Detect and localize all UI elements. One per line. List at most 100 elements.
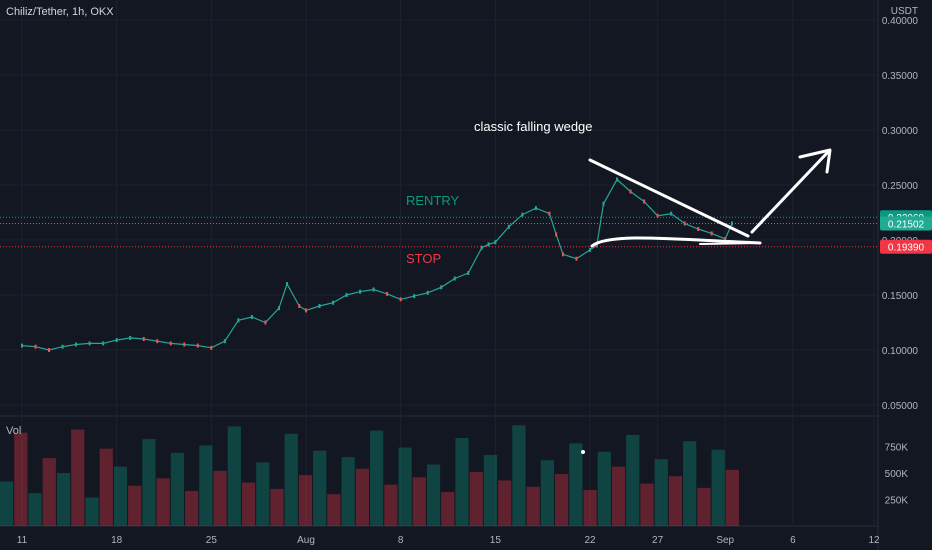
volume-bar bbox=[426, 464, 441, 526]
volume-bar bbox=[597, 451, 611, 526]
volume-bar bbox=[327, 494, 341, 526]
price-point bbox=[372, 287, 375, 292]
volume-bar bbox=[569, 443, 583, 526]
entry-annotation: RENTRY bbox=[406, 193, 460, 208]
price-point bbox=[595, 243, 598, 248]
price-tick-label: 0.05000 bbox=[882, 401, 919, 412]
price-point bbox=[318, 304, 321, 308]
price-point bbox=[345, 293, 348, 297]
price-point bbox=[286, 282, 289, 286]
price-line bbox=[21, 178, 733, 351]
price-point bbox=[413, 294, 416, 299]
price-point bbox=[61, 344, 64, 349]
price-point bbox=[467, 271, 470, 275]
price-point bbox=[453, 276, 456, 281]
volume-bar bbox=[711, 449, 725, 526]
volume-bar bbox=[540, 460, 554, 526]
wedge-upper-line bbox=[588, 158, 750, 238]
time-tick-label: 6 bbox=[790, 535, 796, 546]
price-point bbox=[602, 201, 605, 206]
time-tick-label: 25 bbox=[206, 535, 218, 546]
level-tag-stop bbox=[880, 239, 932, 254]
volume-bars bbox=[0, 425, 739, 526]
price-point bbox=[487, 242, 490, 247]
price-point bbox=[129, 335, 132, 340]
volume-tick-label: 750K bbox=[885, 443, 909, 454]
time-tick-label: 18 bbox=[111, 535, 123, 546]
volume-bar bbox=[113, 466, 128, 526]
volume-bar bbox=[156, 478, 170, 526]
price-point bbox=[697, 227, 700, 231]
volume-bar bbox=[583, 489, 597, 526]
volume-bar bbox=[683, 441, 697, 526]
volume-bar bbox=[170, 452, 184, 526]
price-point bbox=[561, 252, 564, 257]
volume-bar bbox=[56, 473, 71, 526]
price-point bbox=[142, 337, 145, 341]
price-point bbox=[494, 240, 497, 245]
volume-bar bbox=[227, 426, 241, 526]
price-point bbox=[305, 308, 307, 313]
price-point bbox=[575, 256, 578, 261]
price-point bbox=[359, 289, 362, 294]
price-point bbox=[88, 341, 91, 346]
volume-bar bbox=[654, 459, 668, 526]
volume-bar bbox=[14, 432, 28, 526]
wedge-base-line bbox=[699, 242, 761, 245]
price-point bbox=[480, 245, 483, 250]
volume-bar bbox=[341, 457, 355, 526]
price-point bbox=[183, 342, 186, 347]
chart-title: Chiliz/Tether, 1h, OKX bbox=[6, 6, 114, 18]
price-point bbox=[399, 297, 402, 302]
volume-bar bbox=[185, 491, 199, 526]
volume-bar bbox=[256, 462, 270, 526]
price-point bbox=[75, 342, 78, 347]
price-point bbox=[115, 338, 118, 343]
price-point bbox=[250, 315, 253, 319]
price-point bbox=[426, 290, 429, 295]
volume-bar bbox=[512, 425, 526, 526]
volume-bar bbox=[398, 447, 412, 526]
volume-bar bbox=[199, 445, 213, 526]
wedge-lower-line bbox=[590, 236, 762, 248]
volume-bar bbox=[441, 492, 455, 526]
price-point bbox=[548, 211, 551, 216]
volume-bar bbox=[555, 474, 569, 526]
volume-bar bbox=[128, 485, 142, 526]
price-point bbox=[237, 318, 240, 323]
price-point bbox=[210, 345, 213, 350]
volume-bar bbox=[483, 454, 498, 526]
volume-bar bbox=[28, 493, 42, 526]
price-point bbox=[102, 341, 105, 346]
price-point bbox=[277, 306, 280, 311]
volume-label: Vol bbox=[6, 425, 22, 437]
time-tick-label: Sep bbox=[716, 535, 734, 546]
volume-bar bbox=[640, 483, 654, 526]
price-point bbox=[629, 189, 632, 194]
price-point bbox=[169, 341, 172, 346]
volume-bar bbox=[298, 475, 313, 526]
stop-annotation: STOP bbox=[406, 251, 442, 266]
volume-bar bbox=[455, 438, 469, 526]
volume-bar bbox=[213, 470, 227, 526]
volume-bar bbox=[697, 487, 711, 526]
price-point bbox=[440, 285, 443, 290]
price-tick-label: 0.25000 bbox=[882, 181, 919, 192]
price-point bbox=[589, 247, 591, 252]
volume-bar bbox=[725, 469, 739, 526]
volume-tick-label: 500K bbox=[885, 469, 909, 480]
price-tick-label: 0.30000 bbox=[882, 126, 919, 137]
time-tick-label: 12 bbox=[868, 535, 880, 546]
price-point bbox=[670, 211, 673, 216]
volume-bar bbox=[668, 476, 683, 526]
price-grid bbox=[0, 19, 878, 406]
level-label-current: 0.21502 bbox=[888, 219, 925, 230]
level-tag-current bbox=[880, 216, 932, 231]
time-tick-label: 22 bbox=[584, 535, 596, 546]
volume-bar bbox=[142, 439, 156, 526]
volume-tick-label: 250K bbox=[885, 496, 909, 507]
volume-bar bbox=[370, 430, 384, 526]
price-point bbox=[616, 177, 619, 182]
